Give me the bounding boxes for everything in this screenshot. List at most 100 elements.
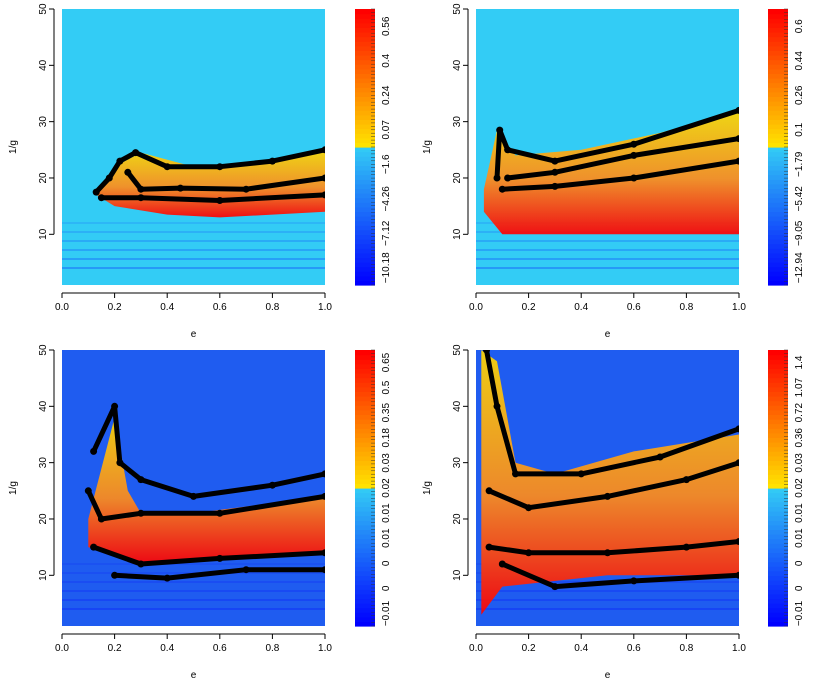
colorbar-stripe <box>355 73 375 79</box>
heatmap-band <box>476 590 739 592</box>
contour-point <box>493 174 501 182</box>
colorbar-stripe <box>355 460 375 466</box>
colorbar-label: 0.01 <box>794 528 805 548</box>
colorbar-stripe <box>355 252 375 258</box>
colorbar-stripe <box>355 266 375 272</box>
contour-point <box>735 157 739 165</box>
colorbar-stripe <box>355 497 375 503</box>
colorbar-stripe <box>355 262 375 268</box>
y-tick-label: 50 <box>452 344 463 356</box>
colorbar-label: −4.26 <box>381 186 392 212</box>
contour-point <box>163 163 171 171</box>
colorbar-stripe <box>355 400 375 406</box>
colorbar-label: 0.03 <box>794 453 805 473</box>
colorbar-stripe <box>355 165 375 171</box>
colorbar-stripe <box>355 45 375 51</box>
y-tick-label: 30 <box>38 116 49 128</box>
colorbar-label: 0.35 <box>381 403 392 423</box>
colorbar-stripe <box>355 280 375 286</box>
colorbar: −12.94 −9.05 −5.42 −1.79 0.1 0.26 0.44 0.6 <box>768 8 805 286</box>
x-tick-label: 0.4 <box>574 302 588 313</box>
colorbar-stripe <box>768 13 788 19</box>
contour-point <box>525 549 533 557</box>
y-tick-label: 10 <box>452 228 463 240</box>
colorbar-stripe <box>355 183 375 189</box>
contour-point <box>630 577 638 585</box>
y-axis-title: 1/g <box>8 140 19 154</box>
colorbar-stripe <box>768 271 788 277</box>
heatmap-background <box>62 9 325 285</box>
contour-point <box>321 470 325 478</box>
colorbar-stripe <box>355 543 375 549</box>
contour-point <box>105 174 113 182</box>
colorbar-stripe <box>355 538 375 544</box>
heatmap-band <box>476 599 739 601</box>
y-tick-label: 20 <box>452 172 463 184</box>
colorbar-stripe <box>355 616 375 622</box>
colorbar-stripe <box>768 474 788 480</box>
contour-point <box>682 476 690 484</box>
colorbar-stripe <box>355 234 375 240</box>
x-tick-label: 0.6 <box>213 643 227 654</box>
x-tick-label: 0.2 <box>108 643 122 654</box>
colorbar-stripe <box>768 598 788 604</box>
colorbar-stripe <box>768 593 788 599</box>
x-tick-label: 0.8 <box>679 302 693 313</box>
colorbar-label: 0 <box>381 585 392 591</box>
heatmap-region <box>88 417 325 564</box>
contour-point <box>493 402 501 410</box>
colorbar-stripe <box>355 423 375 429</box>
x-axis-title: e <box>191 670 197 679</box>
y-tick-label: 30 <box>38 457 49 469</box>
y-tick-label: 50 <box>452 3 463 15</box>
x-tick-label: 1.0 <box>318 302 332 313</box>
y-tick-label: 40 <box>452 59 463 71</box>
colorbar-stripe <box>355 229 375 235</box>
colorbar-stripe <box>768 423 788 429</box>
colorbar-stripe <box>355 368 375 374</box>
colorbar-stripe <box>355 91 375 97</box>
colorbar-label: 0.07 <box>381 120 392 140</box>
x-axis-title: e <box>605 670 611 679</box>
colorbar-stripe <box>768 455 788 461</box>
y-tick-label: 20 <box>38 172 49 184</box>
colorbar-stripe <box>355 488 375 494</box>
colorbar-stripe <box>355 515 375 521</box>
colorbar-stripe <box>355 465 375 471</box>
colorbar-stripe <box>768 396 788 402</box>
colorbar-stripe <box>768 363 788 369</box>
colorbar-stripe <box>768 45 788 51</box>
contour-point <box>551 157 559 165</box>
colorbar-stripe <box>768 580 788 586</box>
colorbar-stripe <box>768 428 788 434</box>
contour-point <box>630 151 638 159</box>
colorbar-stripe <box>768 382 788 388</box>
colorbar-stripe <box>355 363 375 369</box>
x-tick-label: 0.8 <box>265 643 279 654</box>
colorbar-stripe <box>768 478 788 484</box>
contour-point <box>90 543 98 551</box>
colorbar-stripe <box>768 174 788 180</box>
contour-point <box>485 543 493 551</box>
colorbar-stripe <box>355 105 375 111</box>
colorbar-stripe <box>768 82 788 88</box>
x-tick-label: 0.2 <box>522 643 536 654</box>
contour-point <box>551 583 559 591</box>
heatmap-region <box>483 110 739 235</box>
colorbar-stripe <box>355 206 375 212</box>
colorbar-stripe <box>355 511 375 517</box>
colorbar-stripe <box>768 252 788 258</box>
colorbar-stripe <box>768 133 788 139</box>
colorbar-stripe <box>355 128 375 134</box>
colorbar-stripe <box>768 552 788 558</box>
colorbar-stripe <box>768 529 788 535</box>
colorbar: −10.18 −7.12 −4.26 −1.6 0.07 0.24 0.4 0.56 <box>355 8 392 286</box>
contour-point <box>124 168 132 176</box>
colorbar-label: 0.26 <box>794 85 805 105</box>
colorbar-stripe <box>768 183 788 189</box>
contour-point <box>163 574 171 582</box>
colorbar-stripe <box>355 442 375 448</box>
colorbar-stripe <box>768 41 788 47</box>
colorbar-stripe <box>355 239 375 245</box>
